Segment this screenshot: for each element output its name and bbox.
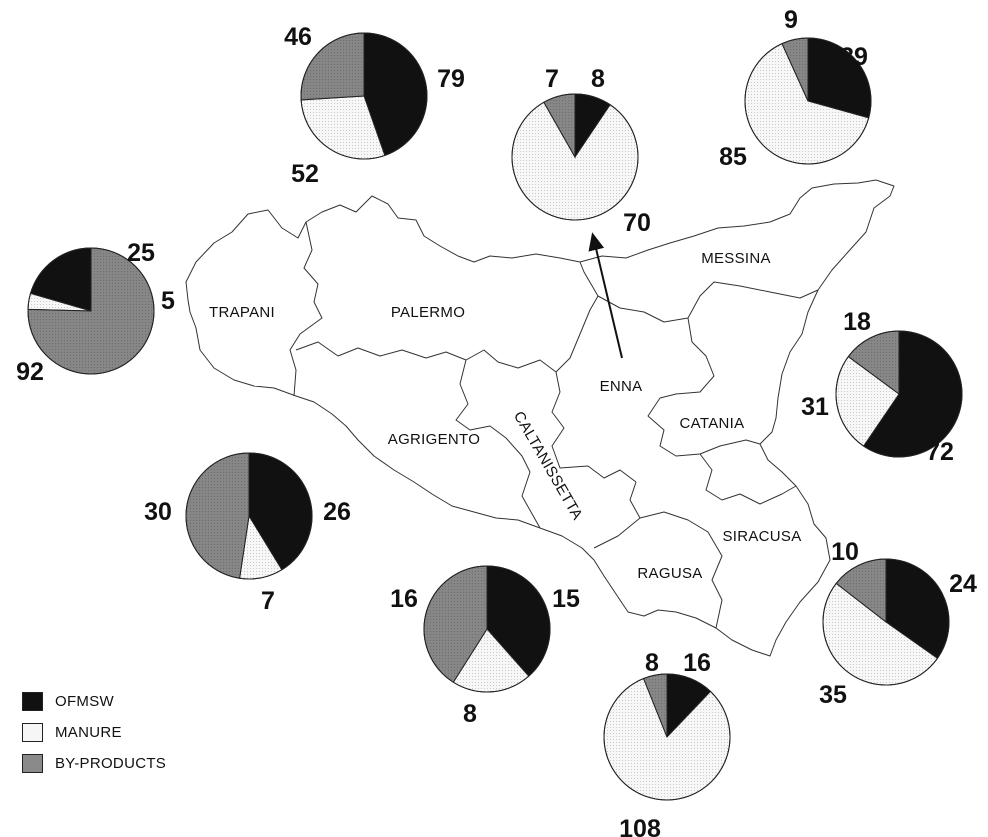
pie-label-catania-ofmsw: 72 (926, 438, 954, 466)
pie-outline-caltanissetta (423, 565, 551, 693)
pie-label-trapani-ofmsw: 25 (127, 239, 155, 267)
pie-outline-trapani (27, 247, 155, 375)
legend-item-ofmsw: OFMSW (22, 686, 166, 717)
border-palermo-agrigento (295, 261, 599, 373)
pie-label-siracusa-manure: 35 (819, 681, 847, 709)
pie-label-agrigento-manure: 7 (261, 587, 275, 615)
legend: OFMSW MANURE BY-PRODUCTS (22, 686, 166, 779)
pie-label-agrigento-by-products: 30 (144, 498, 172, 526)
pie-label-ragusa-by-products: 8 (645, 649, 659, 677)
pie-label-ragusa-manure: 108 (619, 815, 661, 837)
pie-agrigento: 26 7 30 (144, 452, 351, 615)
pie-label-palermo-ofmsw: 79 (437, 65, 465, 93)
pie-messina: 39 85 9 (719, 6, 872, 171)
legend-item-by-products: BY-PRODUCTS (22, 748, 166, 779)
pie-siracusa: 24 35 10 (819, 538, 977, 709)
border-catania-siracusa (699, 453, 797, 505)
border-caltanissetta (455, 359, 541, 529)
border-enna-catania (647, 317, 761, 457)
pie-label-enna-ofmsw: 8 (591, 65, 605, 93)
pie-label-siracusa-ofmsw: 24 (949, 570, 977, 598)
pie-palermo: 79 52 46 (284, 23, 465, 188)
border-trapani-palermo (289, 221, 323, 397)
border-enna-messina (597, 281, 819, 323)
pie-enna: 8 70 7 (511, 65, 651, 237)
enna-arrow (588, 232, 623, 359)
border-caltanissetta-enna (551, 371, 637, 483)
pie-label-palermo-by-products: 46 (284, 23, 312, 51)
pie-label-messina-ofmsw: 39 (840, 43, 868, 71)
pie-outline-palermo (300, 32, 428, 160)
pie-label-enna-manure: 70 (623, 209, 651, 237)
pie-label-caltanissetta-manure: 8 (463, 700, 477, 728)
pie-label-catania-by-products: 18 (843, 308, 871, 336)
pie-label-trapani-manure: 5 (161, 287, 175, 315)
pie-label-palermo-manure: 52 (291, 160, 319, 188)
pie-label-caltanissetta-ofmsw: 15 (552, 585, 580, 613)
pie-trapani: 255 92 (16, 239, 175, 386)
province-label-agrigento: AGRIGENTO (388, 431, 480, 448)
pie-outline-enna (511, 93, 639, 221)
pie-catania: 72 31 18 (801, 308, 963, 466)
province-label-catania: CATANIA (680, 415, 745, 432)
legend-label-manure: MANURE (55, 724, 122, 741)
pie-label-messina-by-products: 9 (784, 6, 798, 34)
legend-swatch-ofmsw (22, 692, 43, 711)
pie-label-messina-manure: 85 (719, 143, 747, 171)
province-label-palermo: PALERMO (391, 304, 465, 321)
border-ragusa-siracusa (639, 511, 723, 629)
sicily-coastline (185, 179, 895, 657)
pie-label-trapani-by-products: 92 (16, 358, 44, 386)
province-label-ragusa: RAGUSA (637, 565, 702, 582)
legend-label-ofmsw: OFMSW (55, 693, 114, 710)
legend-label-by-products: BY-PRODUCTS (55, 755, 167, 772)
pie-label-caltanissetta-by-products: 16 (390, 585, 418, 613)
province-label-siracusa: SIRACUSA (722, 528, 801, 545)
pie-outline-catania (835, 330, 963, 458)
pie-label-catania-manure: 31 (801, 393, 829, 421)
pie-outline-agrigento (185, 452, 313, 580)
pie-slice-agrigento-by-products (185, 452, 250, 579)
legend-swatch-by-products (22, 754, 43, 773)
pie-outline-messina (744, 37, 872, 165)
pie-label-ragusa-ofmsw: 16 (683, 649, 711, 677)
province-label-trapani: TRAPANI (209, 304, 275, 321)
province-label-enna: ENNA (600, 378, 643, 395)
pie-outline-siracusa (822, 558, 950, 686)
pie-label-agrigento-ofmsw: 26 (323, 498, 351, 526)
pie-label-siracusa-by-products: 10 (831, 538, 859, 566)
sicily-map (185, 179, 895, 657)
pie-caltanissetta: 15 8 16 (390, 565, 580, 728)
pie-label-enna-by-products: 7 (545, 65, 559, 93)
legend-item-manure: MANURE (22, 717, 166, 748)
pie-charts: 255 92 79 52 46 8 70 7 39 85 9 72 31 18 26 7 30 15 8 16 16 10… (16, 6, 977, 837)
province-label-messina: MESSINA (701, 250, 771, 267)
pie-ragusa: 16 108 8 (603, 649, 731, 837)
pie-outline-ragusa (603, 673, 731, 801)
legend-swatch-manure (22, 723, 43, 742)
